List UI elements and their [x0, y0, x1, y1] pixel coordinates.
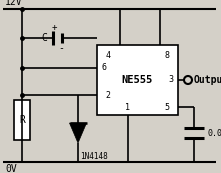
Text: NE555: NE555 [122, 75, 153, 85]
Text: 12V: 12V [5, 0, 23, 7]
Text: Output: Output [194, 75, 221, 85]
Polygon shape [69, 123, 86, 143]
Text: -: - [58, 43, 64, 53]
Bar [14, 100, 30, 140]
Text: 5: 5 [164, 102, 170, 112]
Text: 0V: 0V [5, 164, 17, 173]
Text: 4: 4 [105, 51, 110, 60]
Text: R: R [19, 115, 25, 125]
Text: +: + [51, 22, 57, 31]
Text: 2: 2 [105, 90, 110, 99]
Text: 0.01uF: 0.01uF [207, 129, 221, 138]
Bar [97, 45, 178, 115]
Text: 3: 3 [168, 75, 173, 84]
Text: 6: 6 [101, 63, 107, 72]
Text: 1: 1 [126, 102, 130, 112]
Text: 1N4148: 1N4148 [80, 152, 108, 161]
Text: 8: 8 [164, 51, 170, 60]
Text: C: C [41, 33, 47, 43]
